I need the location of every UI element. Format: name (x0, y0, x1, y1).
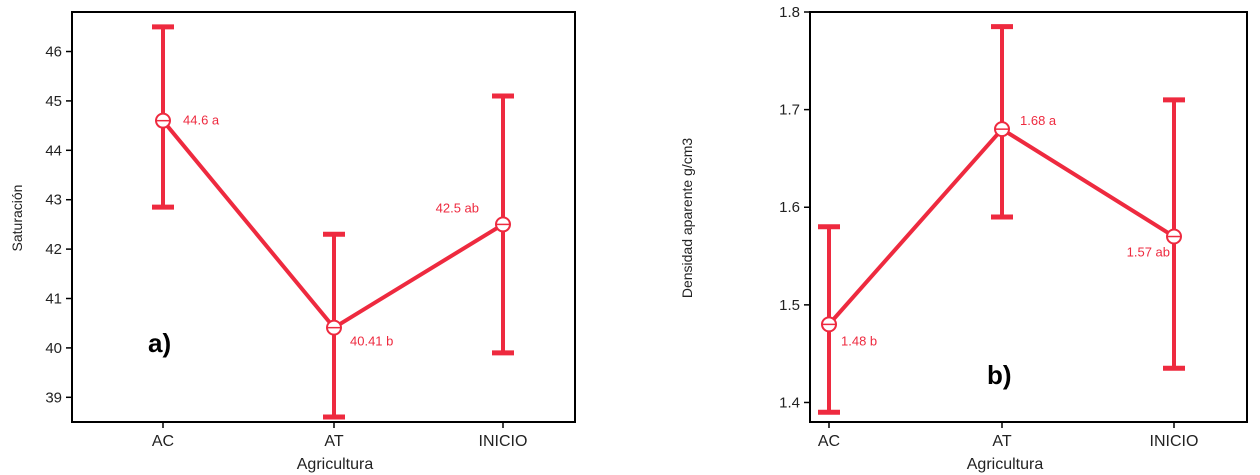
y-tick-label: 1.8 (779, 4, 800, 21)
x-tick-label: AT (992, 433, 1011, 450)
chart-panel-a: 39 40 41 42 43 44 45 46 AC AT INICIO Agricultura Sat… (9, 11, 576, 473)
y-tick-label: 41 (45, 291, 62, 308)
x-axis-label: Agricultura (967, 456, 1044, 473)
y-tick-label: 42 (45, 241, 62, 258)
x-tick-label: AT (324, 433, 343, 450)
data-label: 42.5 ab (436, 200, 479, 215)
x-tick-label: AC (152, 433, 174, 450)
y-tick-label: 1.6 (779, 199, 800, 216)
x-axis-label: Agricultura (297, 456, 374, 473)
y-axis-label: Densidad aparente g/cm3 (679, 138, 695, 299)
y-axis-label: Saturación (9, 185, 25, 252)
y-tick-label: 45 (45, 93, 62, 110)
y-tick-label: 44 (45, 142, 62, 159)
x-tick-label: INICIO (1150, 433, 1199, 450)
plot-frame (809, 11, 1248, 423)
data-label: 40.41 b (350, 334, 393, 349)
y-tick-label: 1.5 (779, 297, 800, 314)
x-tick-label: INICIO (479, 433, 528, 450)
y-tick-label: 40 (45, 340, 62, 357)
data-label: 44.6 a (183, 113, 220, 128)
data-label: 1.48 b (841, 333, 877, 348)
plot-frame (71, 11, 576, 423)
y-tick-label: 1.4 (779, 394, 800, 411)
panel-label: b) (987, 360, 1012, 390)
y-tick-label: 46 (45, 44, 62, 61)
y-tick-label: 1.7 (779, 102, 800, 119)
x-tick-label: AC (818, 433, 840, 450)
data-label: 1.68 a (1020, 113, 1057, 128)
y-tick-label: 43 (45, 192, 62, 209)
chart-panel-b: 1.4 1.5 1.6 1.7 1.8 AC AT INICIO Agricultura Dens… (679, 4, 1248, 473)
data-label: 1.57 ab (1127, 245, 1170, 260)
y-tick-label: 39 (45, 389, 62, 406)
panel-label: a) (148, 328, 171, 358)
